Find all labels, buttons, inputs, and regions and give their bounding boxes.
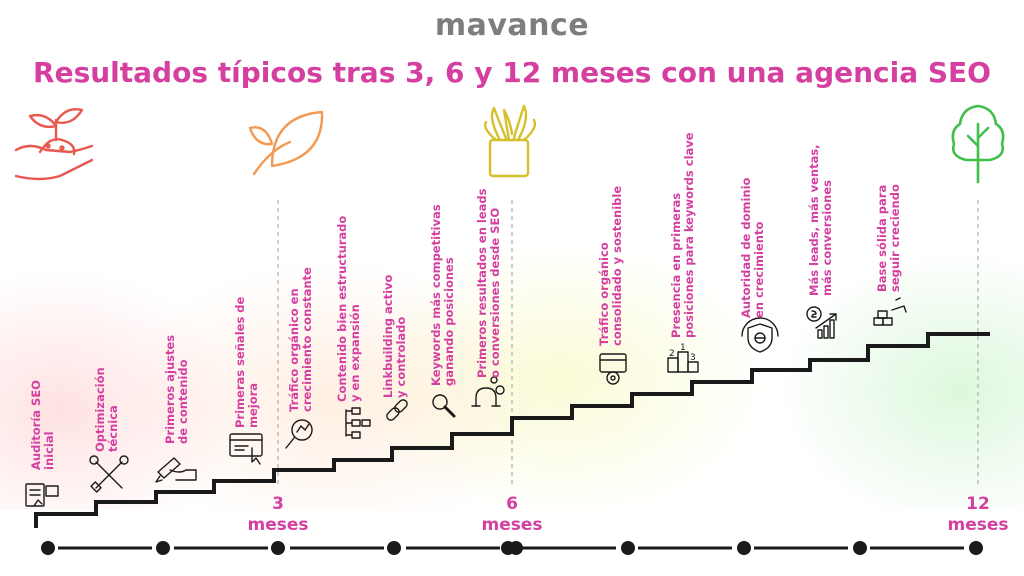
magnet-icon (471, 376, 505, 407)
milestone-12-meses: 12 meses (947, 494, 1009, 535)
podium-icon (667, 351, 699, 373)
step-label-base-solida: Base sólida para seguir creciendo (875, 184, 902, 292)
step-label-presencia: Presencia en primeras posiciones para key… (669, 132, 696, 338)
growth-chart-icon (806, 306, 837, 339)
step-label-linkbuilding: Linkbuilding activo y controlado (381, 274, 408, 398)
timeline (41, 541, 983, 555)
step-label-auditoria: Auditoría SEO inicial (29, 380, 56, 470)
milestone-3-meses: 3 meses (247, 494, 309, 535)
step-label-autoridad: Autoridad de dominio en crecimiento (739, 177, 766, 318)
step-label-keywords: Keywords más competitivas ganando posicio… (429, 204, 456, 386)
building-blocks-icon (873, 297, 907, 326)
link-icon (386, 399, 408, 421)
leaf-icon (248, 110, 324, 176)
tools-icon (89, 455, 129, 493)
writing-hand-icon (155, 457, 197, 483)
step-label-optimizacion: Optimización técnica (93, 367, 120, 452)
step-label-mas-leads: Más leads, más ventas, más conversiones (807, 144, 834, 296)
step-label-trafico-crecimiento: Tráfico orgánico en crecimiento constante (287, 267, 314, 412)
audit-report-icon (25, 483, 59, 507)
svg-text:2: 2 (669, 349, 675, 359)
search-analytics-icon (285, 419, 313, 449)
web-traffic-icon (599, 353, 627, 385)
brand-logo: mavance (434, 8, 590, 43)
tree-icon (951, 104, 1005, 184)
step-label-contenido: Contenido bien estructurado y en expansió… (335, 215, 362, 402)
milestone-6-meses: 6 meses (481, 494, 543, 535)
web-click-icon (229, 433, 263, 465)
structure-icon (345, 407, 371, 439)
podium-numbers: 213 (669, 343, 696, 363)
step-label-ajustes: Primeros ajustes de contenido (163, 334, 190, 444)
magnifier-icon (432, 394, 456, 418)
sprout-in-hand-icon (14, 108, 94, 181)
step-label-trafico-consolidado: Tráfico orgánico consolidado y sostenible (597, 185, 624, 346)
growth-staircase (34, 332, 990, 528)
shield-globe-icon (741, 317, 779, 353)
milestone-guides (277, 200, 979, 488)
step-label-senales: Primeras señales de mejora (233, 296, 260, 428)
svg-text:1: 1 (680, 343, 686, 353)
page-title: Resultados típicos tras 3, 6 y 12 meses … (33, 56, 991, 89)
potted-plant-icon (483, 104, 537, 178)
svg-text:3: 3 (690, 353, 696, 363)
step-label-leads: Primeros resultados en leads o conversion… (475, 188, 502, 379)
